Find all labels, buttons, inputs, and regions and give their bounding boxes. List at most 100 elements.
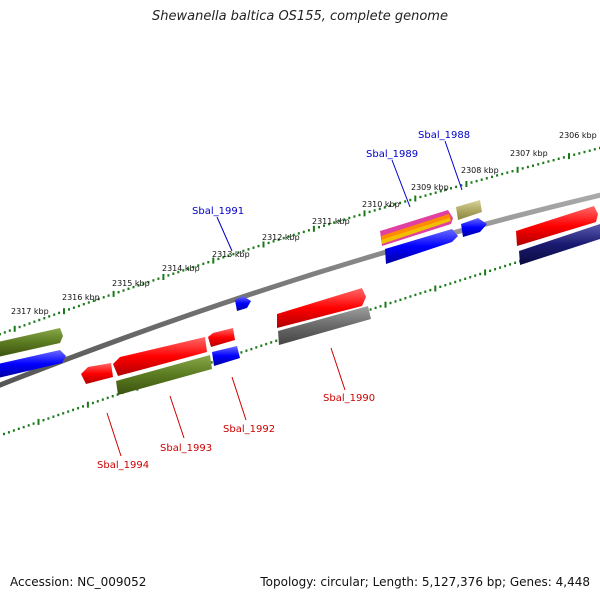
scale-label: 2306 kbp [559, 131, 597, 140]
minor-tick [272, 240, 275, 243]
minor-tick [439, 190, 442, 193]
minor-tick [369, 308, 372, 311]
minor-tick [404, 200, 407, 203]
minor-tick [107, 294, 110, 297]
minor-tick [182, 269, 185, 272]
minor-tick [32, 422, 35, 425]
gene-arrow-red-small[interactable] [208, 328, 235, 347]
minor-tick [202, 262, 205, 265]
gene-label-sbal-1988[interactable]: Sbal_1988 [418, 130, 470, 141]
gene-arrow-sbal-1993-red[interactable] [113, 337, 207, 376]
minor-tick [217, 257, 220, 261]
minor-tick [53, 313, 56, 316]
minor-tick [469, 276, 472, 279]
minor-tick [394, 203, 396, 206]
minor-tick [101, 398, 104, 401]
minor-tick [399, 298, 402, 301]
minor-tick [449, 282, 452, 285]
scale-label: 2307 kbp [510, 149, 548, 158]
minor-tick [270, 341, 273, 344]
gene-arrow-blue-forward[interactable] [0, 350, 66, 378]
gene-arrow-sbal-1992[interactable] [212, 346, 240, 366]
minor-tick [292, 233, 295, 237]
minor-tick [588, 149, 591, 152]
gene-arrow-blue-1989b[interactable] [385, 229, 458, 264]
minor-tick [57, 413, 60, 417]
minor-tick [506, 171, 509, 174]
major-tick [86, 401, 89, 408]
minor-tick [147, 280, 150, 284]
major-tick [312, 225, 315, 232]
gene-arrow-sbal-1990[interactable] [278, 306, 371, 345]
minor-tick [542, 161, 545, 165]
gene-label-sbal-1993[interactable]: Sbal_1993 [160, 443, 212, 454]
minor-tick [479, 272, 482, 276]
minor-tick [424, 290, 427, 293]
minor-tick [265, 342, 268, 346]
minor-tick [82, 303, 85, 306]
minor-tick [378, 207, 381, 211]
minor-tick [532, 164, 534, 167]
minor-tick [0, 333, 1, 336]
scale-label: 2313 kbp [212, 250, 250, 259]
minor-tick [302, 230, 305, 234]
minor-tick [414, 293, 417, 297]
outer-scale-ticks [0, 146, 600, 336]
minor-tick [455, 185, 458, 189]
minor-tick [504, 264, 507, 268]
major-tick [384, 301, 387, 308]
minor-tick [485, 177, 488, 180]
gene-label-sbal-1994[interactable]: Sbal_1994 [97, 460, 149, 471]
map-title: Shewanella baltica OS155, complete genom… [152, 9, 448, 24]
gene-label-sbal-1992[interactable]: Sbal_1992 [223, 424, 275, 435]
minor-tick [323, 224, 325, 227]
gene-arrow-red-right[interactable] [516, 206, 598, 246]
minor-tick [38, 318, 41, 322]
minor-tick [307, 229, 310, 232]
minor-tick [207, 261, 210, 264]
minor-tick [7, 431, 10, 434]
gene-arrow-sbal-1994[interactable] [81, 363, 113, 384]
minor-tick [409, 198, 412, 202]
minor-tick [496, 174, 499, 177]
minor-tick [459, 279, 462, 282]
minor-tick [287, 235, 290, 238]
minor-tick [444, 284, 447, 287]
gene-arrow-navy-right[interactable] [519, 224, 600, 265]
minor-tick [43, 317, 46, 320]
major-tick [434, 285, 437, 292]
gene-arrow-olive-forward[interactable] [0, 328, 63, 357]
minor-tick [470, 181, 473, 184]
gene-label-sbal-1989[interactable]: Sbal_1989 [366, 149, 418, 160]
gene-arrow-sbal-1993[interactable] [116, 355, 212, 395]
minor-tick [67, 410, 70, 413]
minor-tick [192, 265, 195, 269]
minor-tick [499, 266, 502, 269]
forward-genes [0, 200, 600, 378]
minor-tick [514, 261, 517, 264]
gene-arrow-sbal-1988[interactable] [456, 200, 482, 220]
scale-label: 2310 kbp [362, 200, 400, 209]
gene-arrow-blue-1988b[interactable] [461, 218, 487, 237]
accession-label: Accession: NC_009052 [10, 575, 147, 589]
scale-label: 2315 kbp [112, 279, 150, 288]
minor-tick [3, 331, 6, 334]
gene-arrow-sbal-1990-forward[interactable] [277, 288, 366, 328]
major-tick [13, 325, 16, 332]
minor-tick [429, 192, 432, 196]
minor-tick [197, 264, 200, 267]
minor-tick [409, 295, 412, 298]
minor-tick [475, 179, 478, 183]
gene-label-sbal-1990[interactable]: Sbal_1990 [323, 393, 375, 404]
minor-tick [242, 249, 245, 253]
minor-tick [434, 191, 437, 194]
gene-label-sbal-1991[interactable]: Sbal_1991 [192, 206, 244, 217]
minor-tick [12, 429, 15, 432]
minor-tick [474, 274, 477, 277]
minor-tick [222, 256, 225, 259]
scale-label: 2309 kbp [411, 183, 449, 192]
minor-tick [511, 170, 514, 173]
gene-arrow-sbal-1991[interactable] [235, 296, 251, 311]
gene-arrow-sbal-1989[interactable] [380, 210, 453, 246]
